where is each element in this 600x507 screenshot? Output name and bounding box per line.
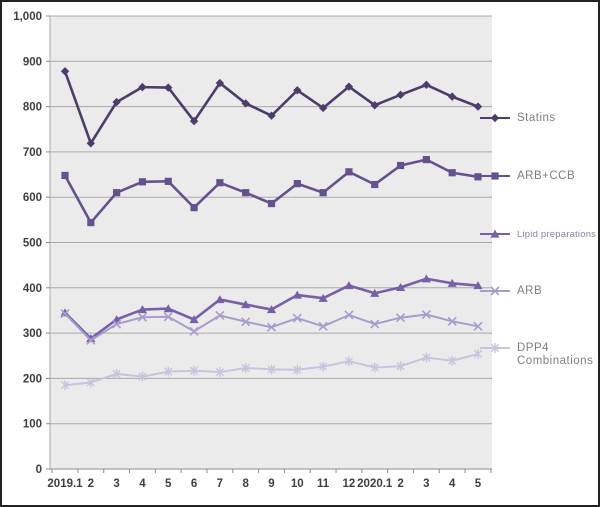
svg-text:200: 200 (23, 373, 42, 385)
svg-text:600: 600 (23, 192, 42, 204)
legend-label-arb-ccb: ARB+CCB (517, 170, 576, 182)
svg-text:700: 700 (23, 147, 42, 159)
svg-text:100: 100 (23, 419, 42, 431)
svg-text:2020.1: 2020.1 (357, 478, 393, 490)
legend-item-lipid-preparations: Lipid preparations (480, 228, 596, 240)
svg-text:5: 5 (475, 478, 482, 490)
svg-text:10: 10 (291, 478, 304, 490)
arb-ccb-line-marker-icon (480, 170, 510, 182)
legend-item-arb: ARB (480, 285, 542, 297)
svg-text:4: 4 (139, 478, 146, 490)
svg-text:2019.1: 2019.1 (47, 478, 83, 490)
svg-text:2: 2 (397, 478, 403, 490)
svg-text:900: 900 (23, 56, 42, 68)
svg-text:6: 6 (191, 478, 197, 490)
lipid-preparations-line-marker-icon (480, 228, 510, 240)
legend-item-arb-ccb: ARB+CCB (480, 170, 575, 182)
svg-text:11: 11 (317, 478, 330, 490)
svg-text:3: 3 (423, 478, 429, 490)
svg-text:1,000: 1,000 (13, 11, 42, 23)
legend-label-dpp4-combinations: DPP4 Combinations (517, 342, 594, 367)
svg-text:800: 800 (23, 102, 42, 114)
legend-item-dpp4-combinations: DPP4 Combinations (480, 342, 598, 368)
svg-text:500: 500 (23, 238, 42, 250)
statins-line-marker-icon (480, 112, 510, 124)
svg-text:4: 4 (449, 478, 456, 490)
svg-text:400: 400 (23, 283, 42, 295)
svg-text:9: 9 (268, 478, 274, 490)
dpp4-combinations-line-marker-icon (480, 343, 510, 355)
svg-text:12: 12 (343, 478, 356, 490)
chart-legend: Statins ARB+CCB Lipid preparations ARB D… (480, 2, 598, 505)
svg-text:7: 7 (217, 478, 223, 490)
legend-label-lipid-preparations: Lipid preparations (517, 228, 597, 240)
svg-text:300: 300 (23, 328, 42, 340)
svg-text:3: 3 (113, 478, 119, 490)
legend-label-arb: ARB (517, 285, 543, 297)
arb-line-marker-icon (480, 285, 510, 297)
legend-item-statins: Statins (480, 112, 556, 124)
legend-label-statins: Statins (517, 112, 556, 124)
svg-text:0: 0 (36, 464, 42, 476)
svg-text:5: 5 (165, 478, 172, 490)
svg-text:2: 2 (88, 478, 94, 490)
svg-text:8: 8 (242, 478, 249, 490)
